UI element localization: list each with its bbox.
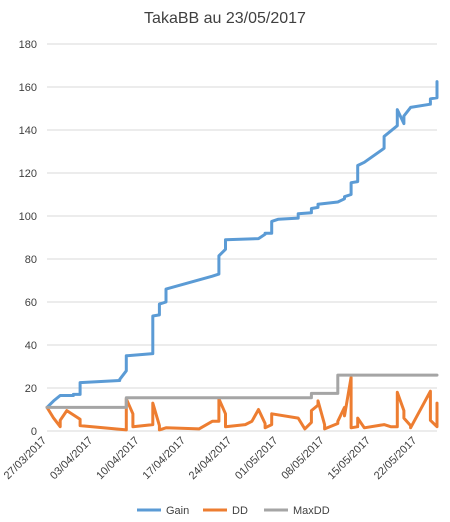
- x-tick-label: 24/04/2017: [187, 435, 234, 482]
- y-tick-label: 160: [19, 82, 37, 94]
- legend-label: Gain: [166, 505, 189, 517]
- x-tick-label: 17/04/2017: [141, 435, 188, 482]
- gridlines: [47, 43, 437, 432]
- series-lines: [45, 80, 439, 432]
- series-line-maxdd: [45, 373, 439, 409]
- y-tick-label: 180: [19, 39, 37, 51]
- legend-item-gain: Gain: [137, 505, 189, 517]
- x-tick-label: 22/05/2017: [372, 435, 419, 482]
- chart-title: TakaBB au 23/05/2017: [144, 10, 306, 27]
- y-tick-label: 140: [19, 125, 37, 137]
- x-tick-label: 10/04/2017: [94, 435, 141, 482]
- series-line-dd: [45, 375, 439, 432]
- y-tick-label: 20: [25, 383, 37, 395]
- x-tick-label: 01/05/2017: [233, 435, 280, 482]
- x-tick-label: 15/05/2017: [326, 435, 373, 482]
- x-tick-label: 03/04/2017: [48, 435, 95, 482]
- series-line-gain: [45, 80, 439, 409]
- y-tick-label: 100: [19, 211, 37, 223]
- x-tick-label: 27/03/2017: [2, 435, 49, 482]
- y-tick-label: 120: [19, 168, 37, 180]
- legend-item-maxdd: MaxDD: [264, 505, 330, 517]
- legend-label: MaxDD: [293, 505, 330, 517]
- y-tick-label: 0: [31, 426, 37, 438]
- legend: Gain DD MaxDD: [137, 505, 330, 517]
- legend-item-dd: DD: [203, 505, 248, 517]
- y-tick-label: 60: [25, 297, 37, 309]
- legend-label: DD: [232, 505, 248, 517]
- y-axis-ticks: 0 20 40 60 80 100 120 140 160 180: [19, 39, 37, 438]
- x-axis-ticks: 27/03/201703/04/201710/04/201717/04/2017…: [2, 435, 420, 482]
- y-tick-label: 40: [25, 340, 37, 352]
- x-tick-label: 08/05/2017: [279, 435, 326, 482]
- y-tick-label: 80: [25, 254, 37, 266]
